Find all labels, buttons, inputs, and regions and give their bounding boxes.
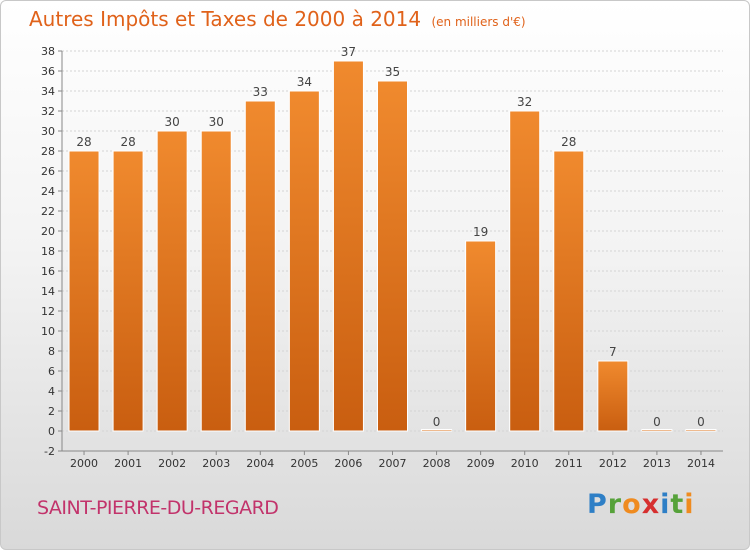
bar-value-label: 28 [76,135,91,149]
bar-value-label: 7 [609,345,617,359]
y-tick-label: 26 [41,165,55,178]
y-tick-label: 2 [48,405,55,418]
bar [156,130,188,432]
bar [332,60,364,432]
y-tick-label: 34 [41,85,55,98]
logo-letter: P [587,489,608,520]
bar-value-label: 33 [253,85,268,99]
chart-title-text: Autres Impôts et Taxes de 2000 à 2014 [29,7,422,31]
y-tick-label: 24 [41,185,55,198]
y-tick-label: 22 [41,205,55,218]
y-tick-label: -2 [44,445,55,458]
proxiti-logo: Proxiti [587,489,695,520]
bar [553,150,585,432]
x-tick-label: 2004 [246,457,274,470]
y-tick-label: 38 [41,45,55,58]
bar [685,429,717,432]
logo-letter: t [670,489,685,520]
bar [597,360,629,432]
bar-value-label: 34 [297,75,312,89]
bar [112,150,144,432]
bar [200,130,232,432]
x-tick-label: 2002 [158,457,186,470]
y-tick-label: 10 [41,325,55,338]
x-tick-label: 2005 [290,457,318,470]
bar-value-label: 0 [697,415,705,429]
x-tick-label: 2006 [334,457,362,470]
y-tick-label: 0 [48,425,55,438]
y-tick-label: 32 [41,105,55,118]
y-tick-label: 14 [41,285,55,298]
logo-letter: i [684,489,695,520]
x-tick-label: 2003 [202,457,230,470]
x-tick-label: 2009 [467,457,495,470]
logo-letter: o [622,489,642,520]
y-tick-label: 20 [41,225,55,238]
bar [509,110,541,432]
bar-value-label: 35 [385,65,400,79]
y-tick-label: 12 [41,305,55,318]
logo-letter: r [607,489,623,520]
x-tick-label: 2012 [599,457,627,470]
chart-subtitle: (en milliers d'€) [431,15,526,29]
y-tick-label: 36 [41,65,55,78]
bar-value-label: 28 [561,135,576,149]
bar-value-label: 28 [120,135,135,149]
bar-value-label: 0 [433,415,441,429]
bar-value-label: 19 [473,225,488,239]
y-tick-label: 6 [48,365,55,378]
bar-value-label: 0 [653,415,661,429]
bar [421,429,453,432]
x-tick-label: 2011 [555,457,583,470]
x-tick-label: 2007 [379,457,407,470]
x-tick-label: 2014 [687,457,715,470]
logo-letter: i [660,489,671,520]
y-tick-label: 16 [41,265,55,278]
bar [288,90,320,432]
y-tick-label: 28 [41,145,55,158]
bar-value-label: 32 [517,95,532,109]
y-tick-label: 30 [41,125,55,138]
bar [68,150,100,432]
bar-value-label: 30 [209,115,224,129]
x-tick-label: 2000 [70,457,98,470]
y-tick-label: 8 [48,345,55,358]
x-tick-label: 2013 [643,457,671,470]
bar-value-label: 37 [341,45,356,59]
bar [377,80,408,432]
y-tick-label: 4 [48,385,55,398]
bar [244,100,276,432]
y-tick-label: 18 [41,245,55,258]
bar [641,429,673,432]
bar-value-label: 30 [165,115,180,129]
commune-name: SAINT-PIERRE-DU-REGARD [37,497,279,519]
x-tick-label: 2001 [114,457,142,470]
chart-title: Autres Impôts et Taxes de 2000 à 2014 (e… [29,7,526,31]
x-tick-label: 2010 [511,457,539,470]
logo-letter: x [641,489,661,520]
bar [465,240,497,432]
x-tick-label: 2008 [423,457,451,470]
